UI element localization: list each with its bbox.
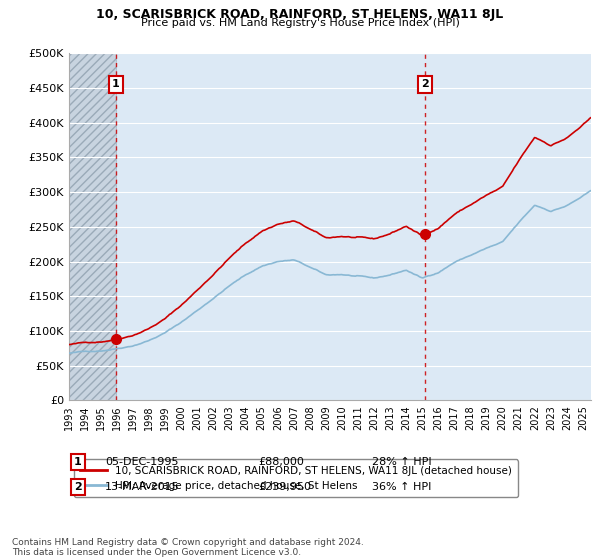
Text: 36% ↑ HPI: 36% ↑ HPI (372, 482, 431, 492)
Text: 2: 2 (74, 482, 82, 492)
Text: Contains HM Land Registry data © Crown copyright and database right 2024.
This d: Contains HM Land Registry data © Crown c… (12, 538, 364, 557)
Legend: 10, SCARISBRICK ROAD, RAINFORD, ST HELENS, WA11 8JL (detached house), HPI: Avera: 10, SCARISBRICK ROAD, RAINFORD, ST HELEN… (74, 459, 518, 497)
Text: 1: 1 (112, 80, 120, 90)
Text: £239,950: £239,950 (258, 482, 311, 492)
Text: Price paid vs. HM Land Registry's House Price Index (HPI): Price paid vs. HM Land Registry's House … (140, 18, 460, 29)
Text: 1: 1 (74, 457, 82, 467)
Text: 10, SCARISBRICK ROAD, RAINFORD, ST HELENS, WA11 8JL: 10, SCARISBRICK ROAD, RAINFORD, ST HELEN… (97, 8, 503, 21)
Text: £88,000: £88,000 (258, 457, 304, 467)
Text: 05-DEC-1995: 05-DEC-1995 (105, 457, 179, 467)
Text: 2: 2 (422, 80, 429, 90)
Text: 28% ↑ HPI: 28% ↑ HPI (372, 457, 431, 467)
Text: 13-MAR-2015: 13-MAR-2015 (105, 482, 179, 492)
